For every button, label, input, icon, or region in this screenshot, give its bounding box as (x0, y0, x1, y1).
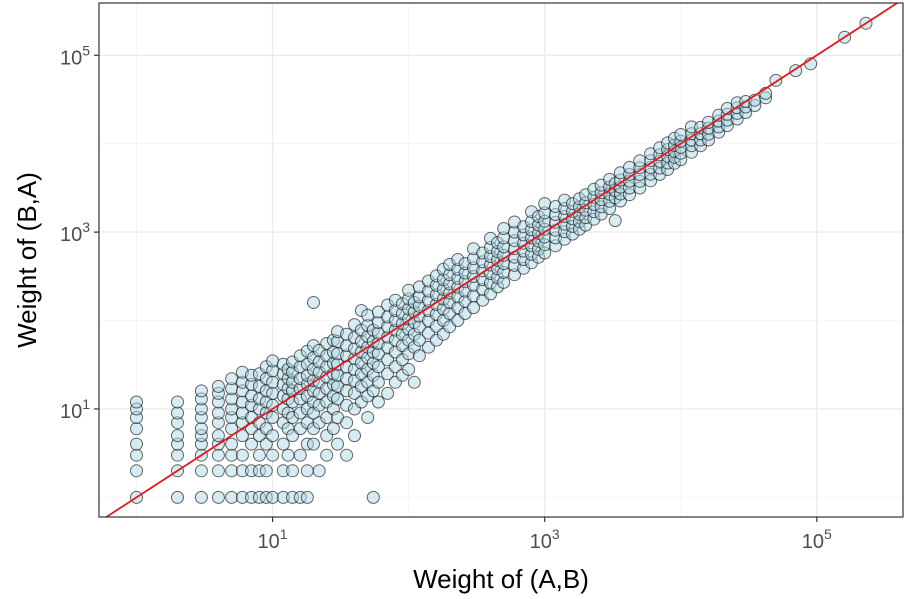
data-point (171, 448, 184, 462)
reference-line-y-equals-x (105, 2, 898, 518)
data-point (194, 464, 208, 478)
data-point (293, 448, 307, 462)
data-point (331, 437, 344, 451)
data-point (348, 429, 361, 443)
data-point (412, 333, 426, 347)
data-point (366, 490, 380, 504)
data-point (211, 429, 225, 443)
data-point (286, 464, 299, 478)
data-point (266, 386, 280, 400)
data-point (225, 464, 239, 478)
y-tick-label: 105 (60, 42, 90, 69)
data-point (245, 437, 258, 451)
data-point (130, 448, 143, 462)
data-point (633, 154, 647, 168)
data-point (266, 429, 280, 443)
data-point (130, 464, 143, 478)
data-point (211, 490, 225, 504)
data-point (266, 448, 280, 462)
data-point (171, 395, 184, 409)
y-axis-ticks: 101 103 105 (60, 42, 99, 423)
data-point (381, 386, 395, 400)
data-point (266, 411, 280, 424)
data-point (225, 490, 239, 504)
data-point (497, 222, 511, 235)
data-point (194, 384, 208, 398)
data-point (371, 375, 385, 389)
data-point (276, 437, 290, 451)
data-point (225, 448, 239, 462)
x-axis-title: Weight of (A,B) (413, 564, 589, 594)
data-point (211, 464, 225, 478)
data-point (235, 448, 249, 462)
data-point (259, 464, 273, 478)
data-point (194, 490, 208, 504)
data-point (130, 437, 143, 451)
data-point (361, 411, 375, 424)
data-point (412, 349, 426, 363)
data-point (312, 464, 326, 478)
data-point (340, 416, 354, 430)
data-point (340, 448, 354, 462)
data-point (307, 437, 320, 451)
y-axis-title: Weight of (B,A) (12, 172, 42, 348)
data-point (402, 362, 416, 376)
data-point (538, 197, 552, 211)
data-point (320, 448, 334, 462)
data-point (307, 296, 320, 309)
data-point (211, 448, 225, 462)
data-point (402, 283, 416, 297)
data-point (211, 406, 225, 420)
data-point (674, 128, 688, 141)
data-point (171, 429, 184, 443)
x-axis-ticks: 101 103 105 (258, 517, 832, 553)
x-tick-label: 105 (802, 526, 832, 553)
data-point (300, 464, 314, 478)
x-tick-label: 103 (530, 526, 560, 553)
data-point (130, 395, 143, 409)
data-point (326, 422, 340, 436)
data-point (371, 395, 385, 409)
data-point (266, 375, 280, 389)
x-tick-label: 101 (258, 526, 288, 553)
data-point (407, 375, 421, 389)
y-tick-label: 101 (60, 396, 90, 423)
data-point (252, 448, 266, 462)
data-point (130, 422, 143, 436)
data-point (361, 308, 375, 322)
data-point (266, 354, 280, 368)
data-point (608, 214, 622, 228)
plot-panel-border (98, 2, 904, 518)
data-point (171, 406, 184, 420)
data-point (171, 490, 184, 504)
data-point (371, 360, 385, 374)
data-point (225, 372, 239, 386)
data-point (194, 422, 208, 436)
data-point (211, 379, 225, 393)
data-point (300, 490, 314, 504)
y-tick-label: 103 (60, 219, 90, 246)
data-point (281, 448, 295, 462)
data-point (225, 437, 239, 451)
